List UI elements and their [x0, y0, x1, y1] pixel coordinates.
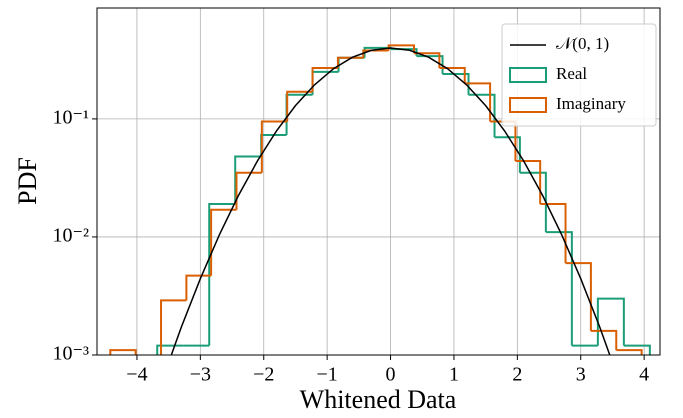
x-tick-label: 1 [449, 364, 459, 386]
histogram-bin [545, 231, 573, 346]
x-tick-label: −2 [253, 364, 274, 386]
histogram-bin [260, 120, 288, 173]
histogram-bin [337, 56, 365, 72]
x-axis-label: Whitened Data [300, 385, 457, 414]
histogram-bin [519, 171, 547, 233]
legend-swatch [509, 67, 547, 83]
histogram-bin [234, 155, 262, 205]
histogram-bin [185, 274, 212, 301]
x-tick-label: 2 [512, 364, 522, 386]
histogram-bin [210, 208, 237, 276]
x-tick-label: 0 [386, 364, 396, 386]
histogram-bin [109, 349, 137, 355]
normal-curve [170, 47, 611, 355]
y-tick-label: 10⁻² [52, 225, 89, 247]
histogram-bin [160, 299, 187, 355]
plot-frame [96, 7, 661, 356]
histogram-bin [464, 82, 492, 122]
histogram-bin [311, 66, 338, 92]
legend-label: Imaginary [556, 94, 626, 113]
histogram-bin [260, 134, 287, 157]
y-axis-label: PDF [13, 157, 42, 205]
x-tick-label: 4 [639, 364, 649, 386]
legend-box [501, 23, 657, 127]
x-tick-label: 3 [576, 364, 586, 386]
legend-swatch [509, 97, 547, 113]
plot-area [109, 44, 651, 355]
legend-label: 𝒩(0, 1) [556, 34, 609, 53]
x-tick-label: −4 [126, 364, 147, 386]
legend-label: Real [556, 64, 587, 83]
histogram-bin [362, 49, 389, 58]
y-tick-label: 10⁻¹ [52, 107, 89, 129]
histogram-bin [468, 93, 496, 138]
x-tick-label: −3 [190, 364, 211, 386]
histogram-bin [336, 56, 364, 68]
histogram-bin [208, 203, 236, 346]
histogram-bin [616, 349, 643, 355]
x-tick-label: −1 [317, 364, 338, 386]
y-tick-label: 10⁻³ [52, 343, 89, 365]
histogram-bin [590, 329, 618, 351]
histogram-bin [235, 171, 262, 210]
histogram-bin [596, 297, 625, 346]
histogram-bin [623, 344, 651, 355]
histogram-bin [286, 90, 313, 122]
